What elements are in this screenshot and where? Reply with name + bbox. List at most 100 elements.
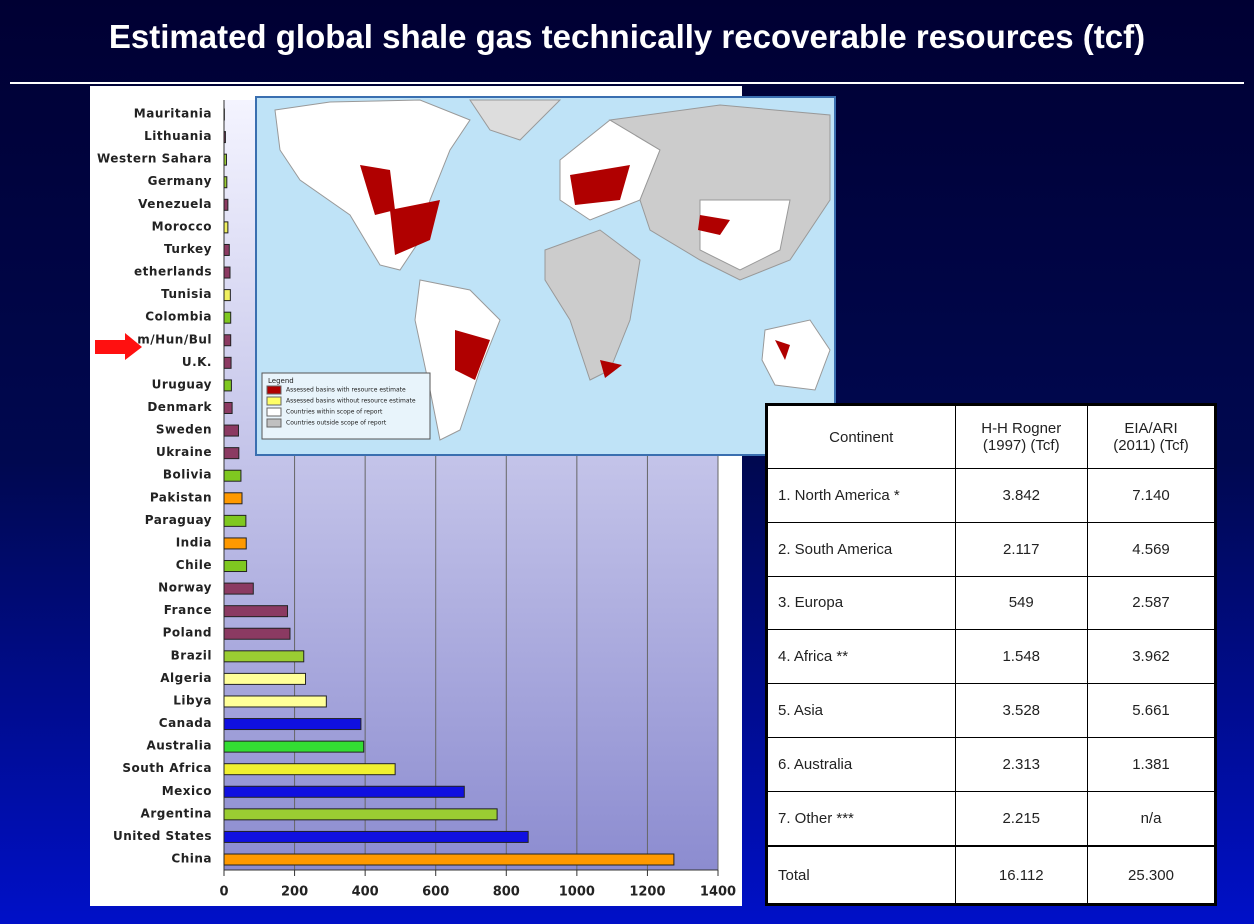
y-tick-label: Norway	[158, 581, 212, 595]
bar	[223, 650, 305, 663]
y-tick-label: Chile	[176, 558, 212, 572]
x-tick-label: 1400	[700, 885, 736, 900]
slide-title: Estimated global shale gas technically r…	[108, 18, 1146, 55]
y-tick-label: Tunisia	[161, 287, 212, 301]
header-row: Continent H-H Rogner (1997) (Tcf) EIA/ARI (2…	[766, 404, 1216, 469]
header-cell: H-H Rogner (1997) (Tcf)	[954, 404, 1088, 469]
bar	[223, 221, 229, 234]
x-tick-label: 200	[281, 885, 308, 900]
cell: 25.300	[1087, 845, 1216, 906]
row: 3. Europa 549 2.587	[766, 575, 1216, 631]
bar	[223, 176, 228, 189]
cell: 1.381	[1087, 736, 1216, 792]
cell: 2.215	[954, 790, 1088, 847]
china-india	[699, 199, 791, 271]
cell: 4. Africa **	[766, 629, 956, 684]
y-tick-label: Colombia	[145, 310, 212, 324]
bar	[223, 537, 247, 550]
x-tick-label: 800	[493, 885, 520, 900]
y-tick-label: Sweden	[156, 423, 212, 437]
legend-swatch	[266, 407, 282, 417]
bar	[223, 198, 229, 211]
y-tick-label: Germany	[148, 174, 212, 188]
legend-label: Countries outside scope of report	[286, 420, 387, 427]
cell: 4.569	[1087, 521, 1216, 577]
y-tick-label: Mauritania	[134, 107, 212, 121]
row: 2. South America 2.117 4.569	[766, 521, 1216, 577]
row: 6. Australia 2.313 1.381	[766, 736, 1216, 792]
bar	[223, 492, 243, 505]
bar	[223, 560, 248, 573]
cell: n/a	[1087, 790, 1216, 847]
header-line: (1997) (Tcf)	[982, 437, 1060, 454]
cell: 2.117	[954, 521, 1088, 577]
bar	[223, 763, 396, 776]
bar	[223, 740, 365, 753]
map: Legend Assessed basins with resource esti…	[255, 96, 836, 456]
row: 7. Other *** 2.215 n/a	[766, 790, 1216, 847]
bar	[223, 627, 291, 640]
cell: 1.548	[954, 629, 1088, 684]
y-tick-label: Pakistan	[150, 490, 212, 504]
legend-label: Assessed basins with resource estimate	[286, 387, 406, 394]
bar	[223, 131, 226, 144]
y-tick-label: Uruguay	[152, 377, 212, 391]
y-tick-label: Canada	[159, 716, 212, 730]
bar	[223, 289, 231, 302]
bar	[223, 401, 233, 414]
cell: 2.587	[1087, 575, 1216, 631]
bar	[223, 785, 465, 798]
table: Continent H-H Rogner (1997) (Tcf) EIA/ARI (2…	[765, 403, 1217, 906]
cell: 2.313	[954, 736, 1088, 792]
legend-label: Countries within scope of report	[286, 409, 383, 416]
y-tick-label: Lithuania	[144, 129, 212, 143]
y-tick-label: Bolivia	[163, 468, 212, 482]
header-cell: EIA/ARI (2011) (Tcf)	[1087, 404, 1216, 469]
bar	[223, 334, 232, 347]
cell: 7. Other ***	[766, 790, 956, 847]
divider	[10, 82, 1244, 84]
bar	[223, 424, 239, 437]
cell: 1. North America *	[766, 468, 956, 523]
cell: 16.112	[954, 845, 1088, 906]
y-tick-label: Poland	[163, 626, 212, 640]
y-tick-label: Western Sahara	[97, 152, 212, 166]
x-tick-label: 400	[352, 885, 379, 900]
bar	[223, 695, 327, 708]
y-tick-label: U.K.	[182, 355, 212, 369]
y-tick-label: etherlands	[134, 265, 212, 279]
y-tick-label: Turkey	[164, 242, 212, 256]
y-tick-label: Australia	[146, 739, 212, 753]
y-tick-label: Argentina	[141, 806, 212, 820]
cell: 3.842	[954, 468, 1088, 523]
header-line: H-H Rogner	[981, 420, 1062, 437]
cell: Total	[766, 845, 956, 906]
bar	[223, 469, 242, 482]
y-tick-label: Morocco	[152, 219, 212, 233]
bar	[223, 605, 289, 618]
bar	[223, 311, 232, 324]
y-tick-label: Brazil	[171, 648, 212, 662]
cell: 3.528	[954, 683, 1088, 738]
x-tick-label: 1000	[559, 885, 595, 900]
bar	[223, 356, 232, 369]
map-legend	[261, 372, 431, 440]
bar	[223, 266, 231, 279]
header-line: (2011) (Tcf)	[1113, 437, 1189, 454]
bar	[223, 243, 230, 256]
y-tick-label: South Africa	[122, 761, 212, 775]
row: 4. Africa ** 1.548 3.962	[766, 629, 1216, 684]
cell: 2. South America	[766, 521, 956, 577]
y-tick-label: France	[164, 603, 212, 617]
x-tick-label: 0	[219, 885, 228, 900]
header-line: EIA/ARI	[1124, 420, 1178, 437]
cell: 6. Australia	[766, 736, 956, 792]
header-cell: Continent	[766, 404, 956, 469]
row: Total 16.112 25.300	[766, 845, 1216, 906]
bar	[223, 808, 498, 821]
y-tick-label: Ukraine	[156, 445, 212, 459]
arrow	[95, 333, 142, 360]
legend-swatch	[266, 396, 282, 406]
australia	[761, 319, 831, 391]
